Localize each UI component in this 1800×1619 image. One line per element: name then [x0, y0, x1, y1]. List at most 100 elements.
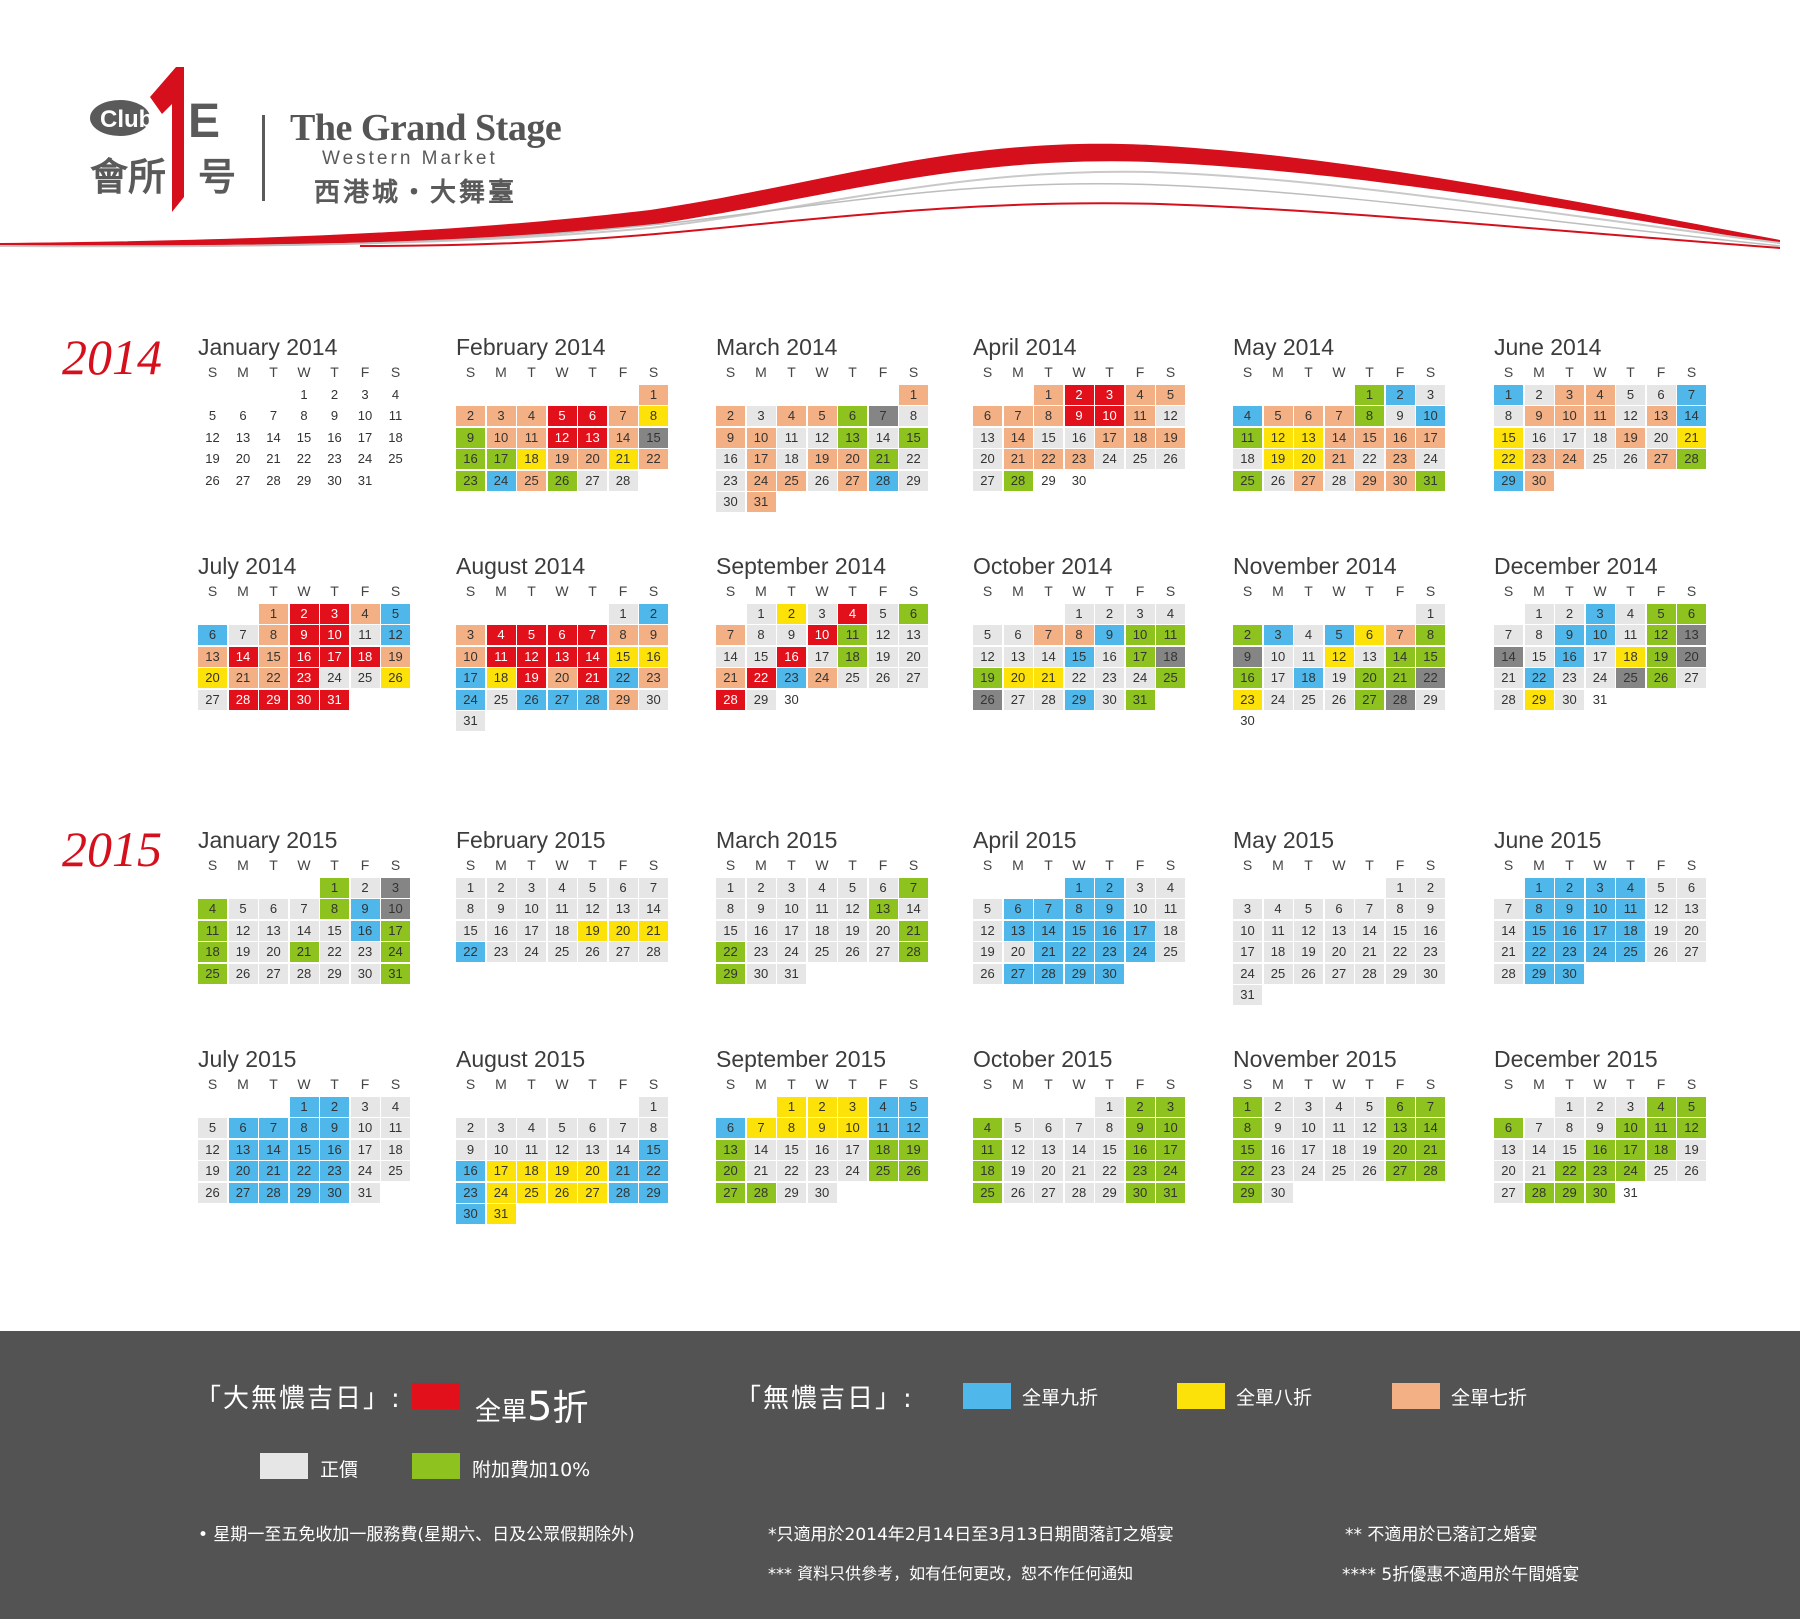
day-cell: 2	[1416, 877, 1445, 898]
day-cell: 1	[320, 877, 349, 898]
day-cell: 14	[578, 646, 607, 667]
day-cell: 30	[1555, 689, 1584, 710]
day-cell: 1	[746, 603, 776, 624]
day-cell: 28	[899, 942, 928, 962]
weekday-header: F	[1395, 1076, 1405, 1092]
day-cell: 23	[456, 1182, 485, 1203]
day-cell: 20	[259, 942, 288, 962]
weekday-header: T	[588, 1076, 597, 1092]
day-cell: 21	[608, 1161, 638, 1181]
day-cell: 16	[1385, 427, 1415, 448]
day-cell: 18	[868, 1139, 898, 1160]
month-grid: S M T W T F S 1 2 3 4 5 6 7 8 9 10 11 12 13 14 15 16 17 18 19 20 21…	[456, 1074, 706, 1224]
month-grid: S M T W T F S 1 2 3 4 5 6 7 8 9 10 11 12 13 14 15 16 17 18 19 20 21…	[1233, 1074, 1483, 1203]
day-cell: 7	[746, 1118, 776, 1138]
month-title: May 2014	[1233, 334, 1335, 360]
day-cell: 22	[1524, 942, 1554, 962]
weekday-header: T	[1105, 1076, 1114, 1092]
swatch-orange	[1392, 1383, 1440, 1409]
day-cell: 11	[486, 646, 516, 667]
day-cell: 31	[350, 1182, 380, 1203]
day-cell: 11	[517, 427, 546, 448]
empty-cell	[747, 385, 776, 405]
weekday-header: S	[207, 857, 218, 873]
day-cell: 6	[1677, 877, 1706, 898]
empty-cell	[1264, 878, 1293, 898]
day-cell: 15	[716, 920, 745, 941]
day-cell: 11	[388, 408, 403, 423]
day-cell: 16	[777, 646, 806, 667]
day-cell: 1	[1416, 603, 1445, 624]
month-title: April 2014	[973, 334, 1077, 360]
month-grid: S M T W T F S 1 2 3 4 5 6 7 8 9 10 11 12 13 14 15 16 17 18 19 20 21…	[1494, 1074, 1744, 1203]
day-cell: 30	[1585, 1182, 1615, 1203]
weekday-header: T	[330, 583, 339, 599]
day-cell: 3	[1585, 877, 1615, 898]
month-title: June 2014	[1494, 334, 1602, 360]
empty-cell	[1264, 604, 1293, 624]
weekday-header: S	[908, 1076, 919, 1092]
day-cell: 23	[1555, 942, 1584, 962]
weekday-header: T	[269, 1076, 278, 1092]
day-cell: 24	[517, 942, 546, 962]
weekday-header: S	[1503, 857, 1514, 873]
day-cell: 24	[1555, 449, 1584, 469]
day-cell: 2	[1095, 877, 1124, 898]
day-cell: 29	[899, 470, 928, 491]
day-cell: 3	[1233, 899, 1262, 919]
day-cell: 19	[547, 1161, 577, 1181]
day-cell: 4	[807, 877, 837, 898]
day-cell: 2	[716, 406, 745, 426]
weekday-header: F	[360, 364, 370, 380]
weekday-header: S	[1242, 364, 1253, 380]
day-cell: 20	[838, 449, 867, 469]
day-cell: 20	[1385, 1139, 1415, 1160]
day-cell: 16	[746, 920, 776, 941]
day-cell: 12	[517, 646, 546, 667]
day-cell: 10	[1585, 899, 1615, 919]
day-cell: 16	[1064, 427, 1094, 448]
weekday-header: M	[495, 857, 507, 873]
day-cell: 19	[1294, 942, 1323, 962]
weekday-header: T	[1105, 583, 1114, 599]
day-cell: 15	[289, 1139, 319, 1160]
weekday-header: T	[787, 1076, 796, 1092]
day-cell: 20	[899, 646, 928, 667]
day-cell: 18	[1585, 427, 1615, 448]
weekday-header: F	[360, 1076, 370, 1092]
day-cell: 28	[639, 942, 668, 962]
day-cell: 29	[777, 1182, 806, 1203]
weekday-header: T	[330, 857, 339, 873]
day-cell: 19	[1263, 449, 1293, 469]
day-cell: 19	[517, 668, 546, 688]
empty-cell	[1325, 604, 1354, 624]
month-grid: S M T W T F S 1 2 3 4 5 6 7 8 9 10 11 12 13 14 15 16 17 18 19 20 21…	[973, 362, 1223, 491]
day-cell: 19	[1003, 1161, 1033, 1181]
day-cell: 23	[289, 668, 319, 688]
empty-cell	[517, 385, 546, 405]
day-cell: 6	[973, 406, 1002, 426]
day-cell: 30	[456, 1204, 485, 1224]
month-title: December 2014	[1494, 553, 1658, 579]
day-cell: 6	[259, 899, 288, 919]
day-cell: 9	[639, 625, 668, 645]
weekday-header: F	[1135, 857, 1145, 873]
day-cell: 23	[1385, 449, 1415, 469]
day-cell: 22	[639, 1161, 668, 1181]
weekday-header: S	[1686, 1076, 1697, 1092]
day-cell: 9	[456, 427, 485, 448]
day-cell: 18	[1324, 1139, 1354, 1160]
month-calendar: January 2014 S M T W T F S 1 2 3 4 5 6 7 8 9 10 11 12 13 14 15…	[198, 332, 448, 491]
empty-cell	[259, 878, 288, 898]
day-cell: 29	[639, 1182, 668, 1203]
day-cell: 13	[716, 1139, 745, 1160]
month-grid: S M T W T F S 1 2 3 4 5 6 7 8 9 10 11 12 13 14 15 16 17 18 19 20 21…	[198, 855, 448, 984]
day-cell: 22	[259, 668, 288, 688]
weekday-header: M	[1272, 583, 1284, 599]
weekday-header: M	[495, 364, 507, 380]
day-cell: 1	[608, 603, 638, 624]
day-cell: 30	[716, 492, 745, 512]
day-cell: 21	[1494, 668, 1523, 688]
day-cell: 2	[1095, 603, 1124, 624]
weekday-header: W	[297, 857, 311, 873]
